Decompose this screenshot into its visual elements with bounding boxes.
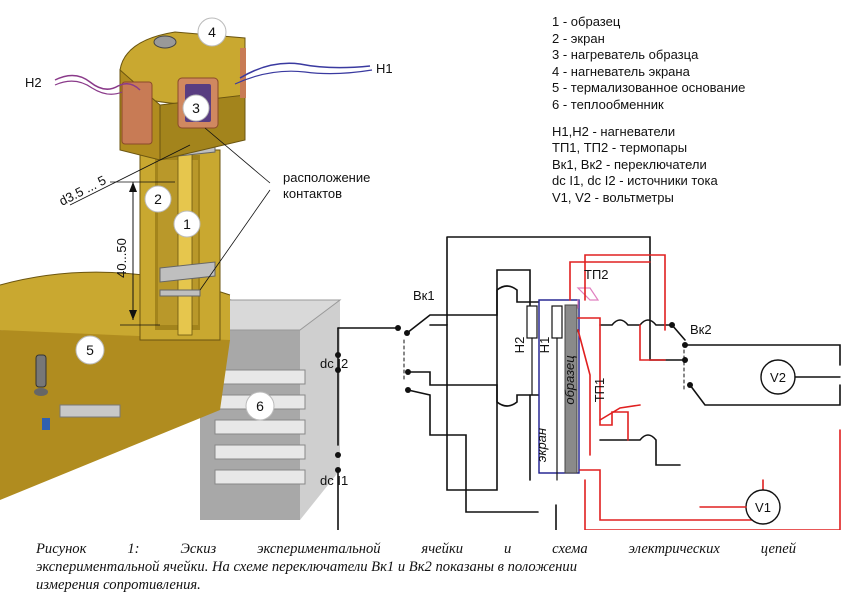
- legend-gap: [552, 114, 745, 124]
- circuit-diagram: V2 V1: [335, 236, 841, 530]
- dim-diameter-label: d3.5 ... 5: [57, 172, 109, 208]
- top-heater-assembly: [119, 31, 246, 161]
- svg-text:5: 5: [86, 342, 94, 358]
- cell-sketch: 40...50 d3.5 ... 5 расположение контакто…: [0, 17, 393, 520]
- heater-h1-circuit-label: H1: [537, 337, 552, 354]
- legend-item: 5 - термализованное основание: [552, 80, 746, 96]
- svg-text:6: 6: [256, 398, 264, 414]
- svg-text:V1: V1: [755, 500, 771, 515]
- figure-caption: Рисунок 1: Эскиз экспериментальной ячейк…: [36, 540, 796, 594]
- legend-item: ТП1, ТП2 - термопары: [552, 140, 688, 156]
- callout-1: 1: [173, 210, 201, 238]
- callout-5: 5: [75, 335, 105, 365]
- contacts-label-line2: контактов: [283, 186, 342, 201]
- svg-text:V2: V2: [770, 370, 786, 385]
- legend-item: 6 - теплообменник: [552, 96, 664, 112]
- svg-text:3: 3: [192, 100, 200, 116]
- experimental-cell-figure: 40...50 d3.5 ... 5 расположение контакто…: [0, 17, 841, 530]
- switch-vk1-label: Вк1: [413, 288, 435, 303]
- callout-3: 3: [182, 94, 210, 122]
- legend-item: 1 - образец: [552, 14, 621, 29]
- switch-vk2-label: Вк2: [690, 322, 712, 337]
- dim-length-label: 40...50: [114, 238, 129, 278]
- legend-item: dc I1, dc I2 - источники тока: [552, 173, 718, 189]
- caption-line-2: экспериментальной ячейки. На схеме перек…: [36, 559, 577, 575]
- legend-item: V1, V2 - вольтметры: [552, 189, 674, 205]
- caption-line-1: Рисунок 1: Эскиз экспериментальной ячейк…: [36, 541, 796, 557]
- sample-label: образец: [562, 355, 577, 404]
- voltmeter-v2: V2: [760, 359, 796, 395]
- legend-item: 2 - экран: [552, 30, 605, 46]
- heater-h1-label: H1: [376, 61, 393, 76]
- contacts-label-line1: расположение: [283, 170, 370, 185]
- heater-h2-label: H2: [25, 75, 42, 90]
- legend: 1 - образец 2 - экран 3 - нагреватель об…: [552, 14, 745, 207]
- svg-text:1: 1: [183, 216, 191, 232]
- caption-line-3: измерения сопротивления.: [36, 577, 201, 593]
- legend-item: 4 - нагневатель экрана: [552, 63, 690, 79]
- thermocouple-tp1-label: ТП1: [592, 378, 607, 403]
- thermocouple-tp2-label: ТП2: [584, 267, 609, 282]
- source-dc-i2-label: dc I2: [320, 356, 348, 371]
- callout-6: 6: [245, 391, 275, 421]
- heater-h2-circuit-label: H2: [512, 337, 527, 354]
- svg-text:2: 2: [154, 191, 162, 207]
- source-dc-i1-label: dc I1: [320, 473, 348, 488]
- legend-item: Вк1, Вк2 - переключатели: [552, 156, 707, 172]
- screen-tube: [139, 139, 221, 341]
- callout-4: 4: [197, 17, 227, 47]
- screen-label: экран: [534, 428, 549, 462]
- voltmeter-v1: V1: [745, 489, 781, 525]
- legend-item: 3 - нагреватель образца: [552, 47, 699, 63]
- svg-text:4: 4: [208, 24, 216, 40]
- callout-2: 2: [144, 185, 172, 213]
- legend-item: H1,H2 - нагневатели: [552, 123, 676, 139]
- circuit-labels: Вк1 Вк2 dc I2 dc I1 ТП2 ТП1 H2 H1 образе…: [320, 267, 712, 488]
